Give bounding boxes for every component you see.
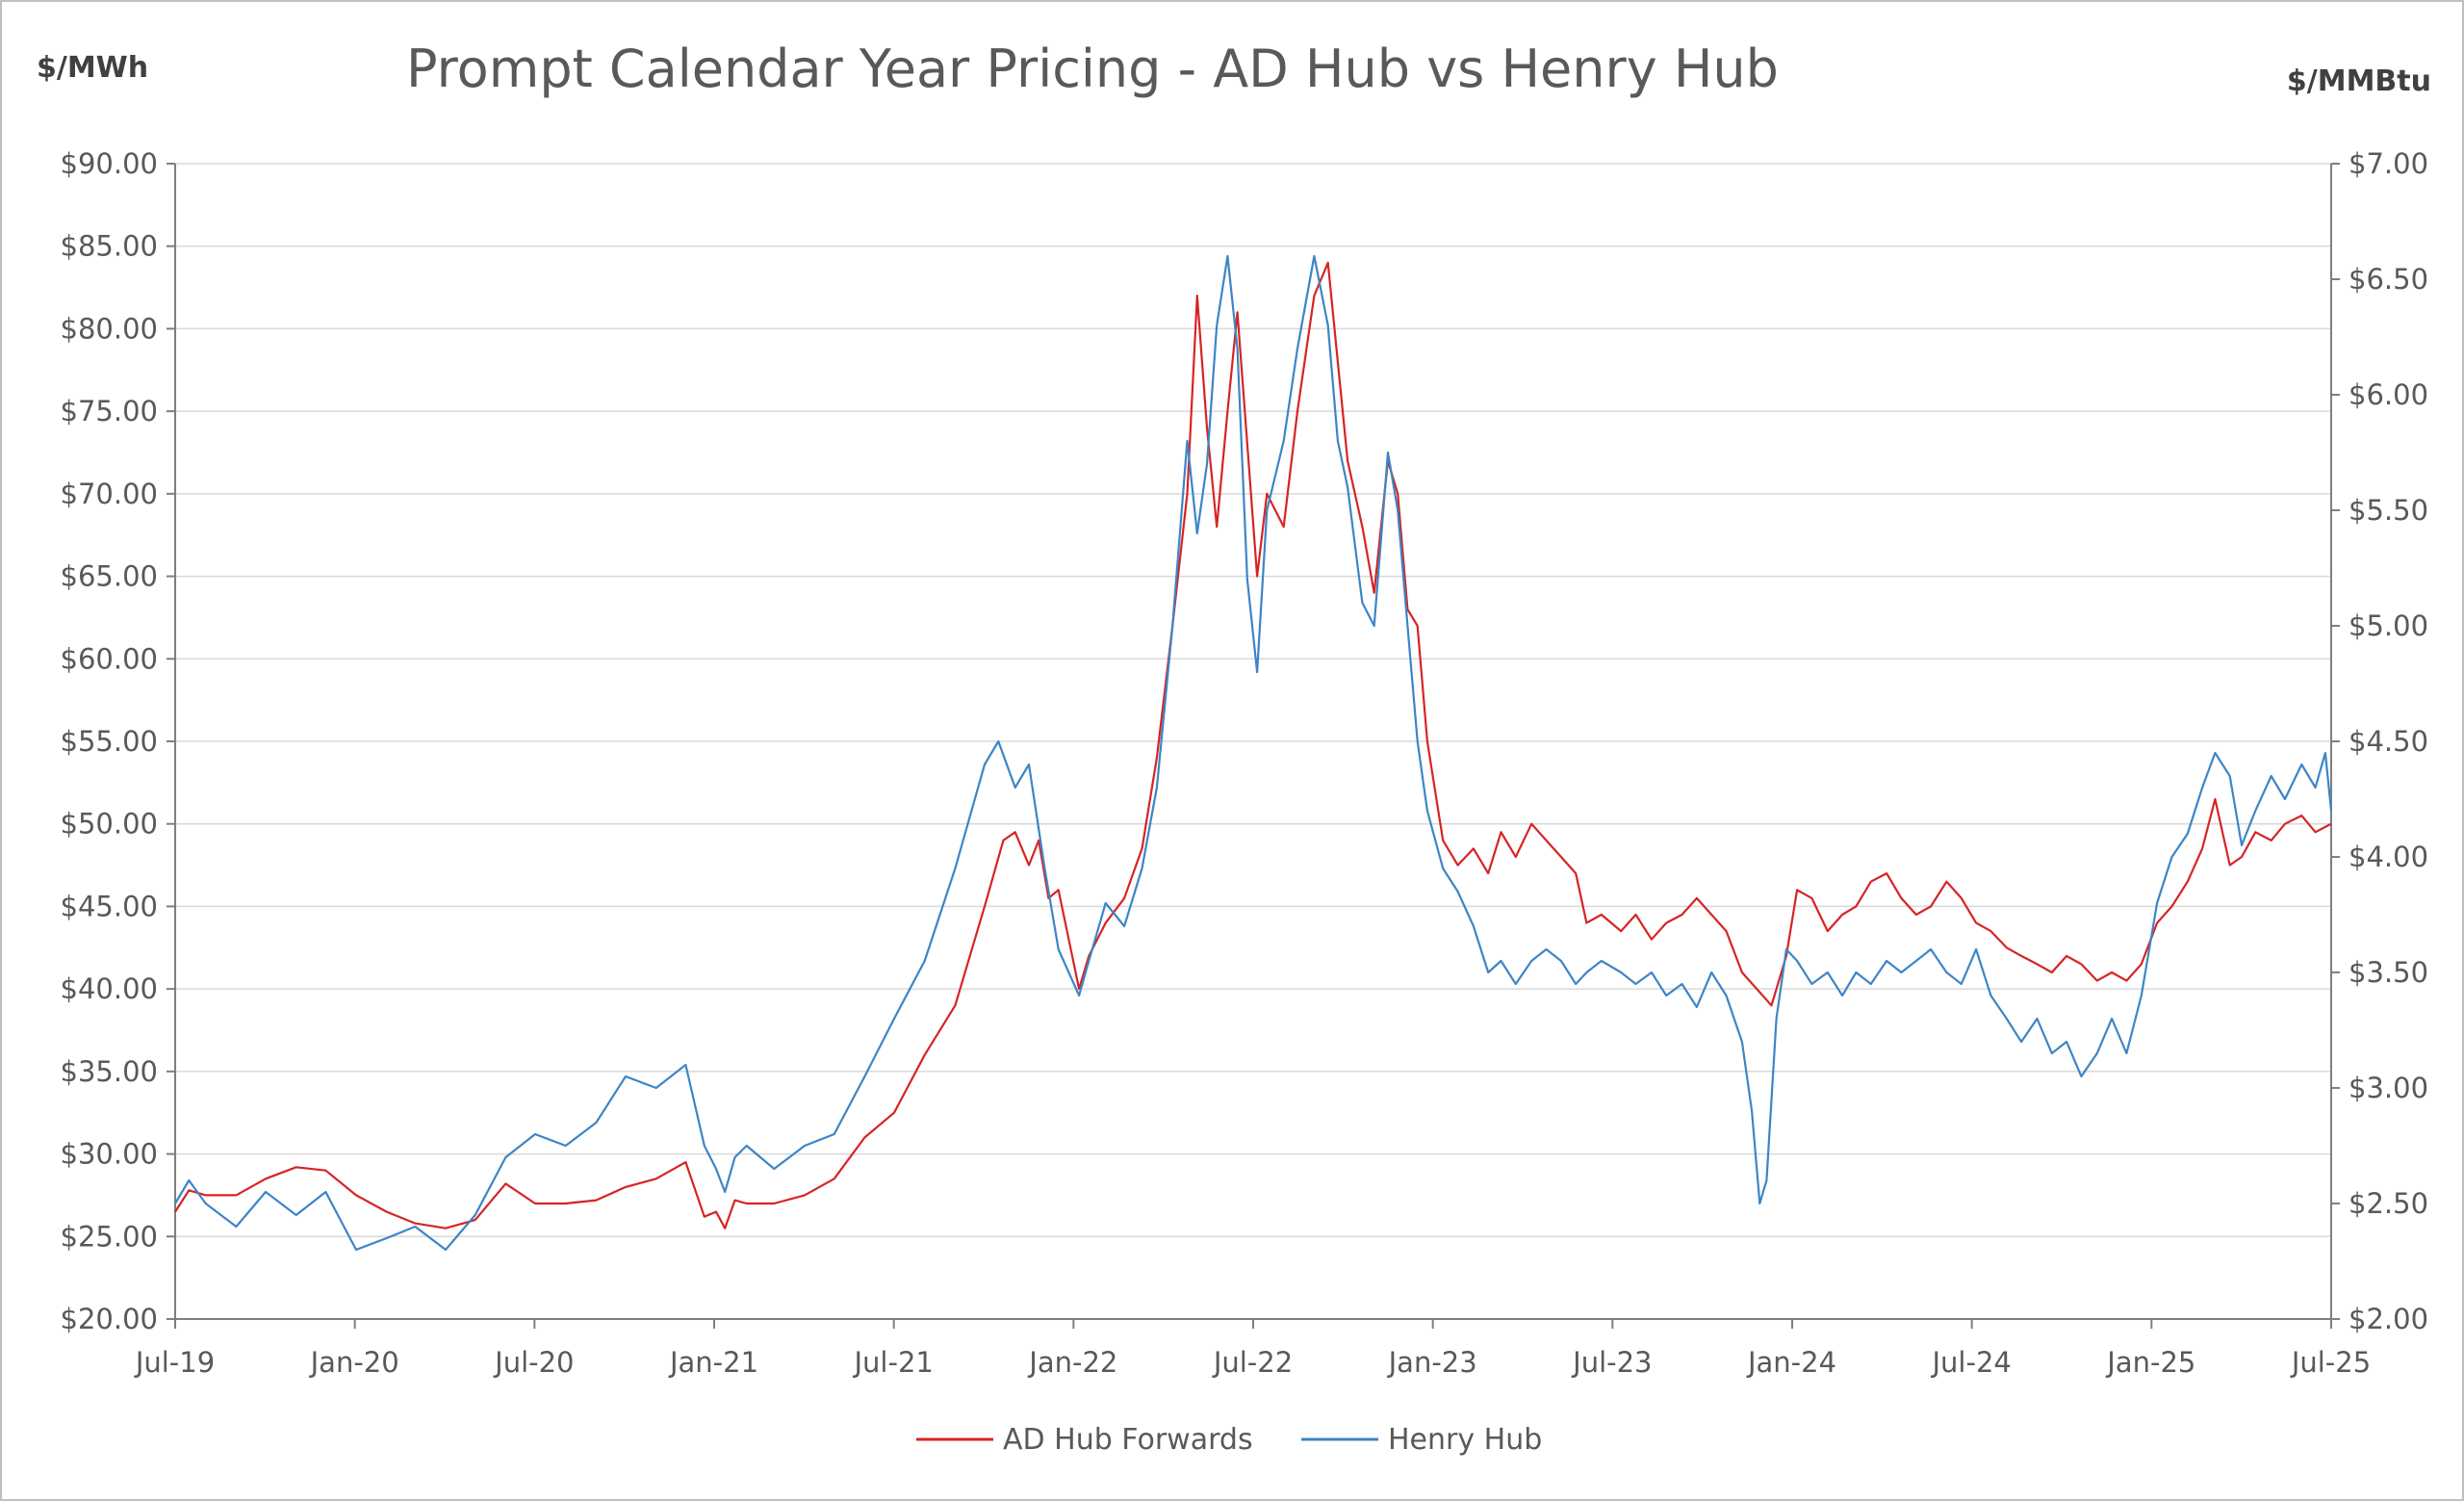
x-tick-label: Jul-25 xyxy=(2290,1346,2371,1379)
axes-layer xyxy=(167,163,2340,1329)
right-tick-label: $7.00 xyxy=(2348,147,2428,180)
right-tick-label: $4.50 xyxy=(2348,725,2428,758)
left-tick-label: $85.00 xyxy=(61,230,158,263)
legend-ad-hub: AD Hub Forwards xyxy=(916,1423,1253,1457)
x-tick-label: Jul-23 xyxy=(1571,1346,1652,1379)
x-tick-label: Jan-24 xyxy=(1746,1346,1836,1379)
left-tick-label: $90.00 xyxy=(61,147,158,180)
left-tick-label: $20.00 xyxy=(61,1303,158,1335)
left-axis-ticks: $20.00 $25.00 $30.00 $35.00 $40.00 $45.00 $50.… xyxy=(61,147,158,1335)
left-tick-label: $70.00 xyxy=(61,478,158,510)
right-tick-label: $5.00 xyxy=(2348,609,2428,642)
left-tick-label: $75.00 xyxy=(61,395,158,427)
right-tick-label: $6.50 xyxy=(2348,263,2428,296)
left-tick-label: $25.00 xyxy=(61,1220,158,1253)
left-tick-label: $65.00 xyxy=(61,560,158,593)
right-axis-ticks: $2.00 $2.50 $3.00 $3.50 $4.00 $4.50 $5.00 $5.50… xyxy=(2348,147,2428,1335)
right-tick-label: $2.50 xyxy=(2348,1187,2428,1220)
left-tick-label: $30.00 xyxy=(61,1138,158,1171)
right-tick-label: $3.00 xyxy=(2348,1072,2428,1104)
right-axis-unit: $/MMBtu xyxy=(2287,65,2431,98)
ad-hub-forwards-line xyxy=(174,261,2332,1229)
chart-title: Prompt Calendar Year Pricing - AD Hub vs… xyxy=(406,39,1779,99)
legend-henry-hub-label: Henry Hub xyxy=(1388,1423,1542,1457)
x-tick-label: Jan-20 xyxy=(309,1346,399,1379)
x-axis-ticks: Jul-19 Jan-20 Jul-20 Jan-21 Jul-21 Jan-22 Jul-… xyxy=(134,1346,2371,1379)
left-tick-label: $45.00 xyxy=(61,890,158,922)
x-tick-label: Jul-19 xyxy=(134,1346,215,1379)
x-tick-label: Jan-23 xyxy=(1387,1346,1477,1379)
x-tick-label: Jul-21 xyxy=(852,1346,933,1379)
x-tick-label: Jan-21 xyxy=(668,1346,758,1379)
grid-layer xyxy=(175,163,2331,1238)
legend: AD Hub Forwards Henry Hub xyxy=(916,1423,1542,1457)
x-tick-label: Jan-25 xyxy=(2105,1346,2195,1379)
left-tick-label: $35.00 xyxy=(61,1055,158,1088)
x-tick-label: Jul-22 xyxy=(1212,1346,1293,1379)
right-tick-label: $2.00 xyxy=(2348,1303,2428,1335)
left-tick-label: $55.00 xyxy=(61,725,158,758)
x-tick-label: Jan-22 xyxy=(1027,1346,1117,1379)
x-tick-label: Jul-24 xyxy=(1930,1346,2011,1379)
left-tick-label: $80.00 xyxy=(61,312,158,345)
right-tick-label: $6.00 xyxy=(2348,378,2428,411)
legend-ad-hub-label: AD Hub Forwards xyxy=(1003,1423,1253,1457)
right-tick-label: $4.00 xyxy=(2348,841,2428,873)
right-tick-label: $3.50 xyxy=(2348,956,2428,989)
left-axis-unit: $/MWh xyxy=(37,51,148,85)
left-tick-label: $60.00 xyxy=(61,642,158,675)
henry-hub-line xyxy=(174,254,2333,1252)
x-tick-label: Jul-20 xyxy=(493,1346,574,1379)
series-layer xyxy=(174,254,2333,1252)
right-tick-label: $5.50 xyxy=(2348,494,2428,527)
left-tick-label: $50.00 xyxy=(61,808,158,841)
left-tick-label: $40.00 xyxy=(61,972,158,1005)
legend-henry-hub: Henry Hub xyxy=(1301,1423,1542,1457)
